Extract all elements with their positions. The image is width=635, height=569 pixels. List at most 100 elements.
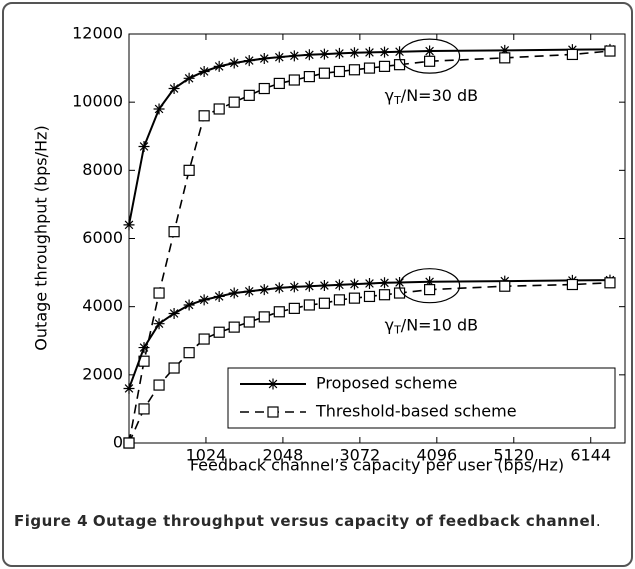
x-tick-label: 3072 bbox=[340, 446, 381, 465]
marker-square bbox=[333, 294, 346, 306]
marker-square bbox=[604, 277, 616, 289]
marker-square bbox=[303, 299, 315, 311]
marker-square bbox=[183, 347, 195, 359]
marker-star bbox=[288, 50, 300, 62]
marker-square bbox=[363, 62, 376, 74]
x-tick-label: 5120 bbox=[493, 446, 534, 465]
marker-square bbox=[318, 67, 330, 79]
annotation-symbol: γ bbox=[385, 315, 394, 334]
marker-star bbox=[273, 51, 285, 63]
marker-star bbox=[183, 72, 195, 84]
marker-star bbox=[258, 53, 270, 65]
marker-star bbox=[153, 318, 165, 330]
marker-star bbox=[379, 277, 391, 289]
annotation: γT/N=30 dB bbox=[385, 86, 479, 108]
marker-square bbox=[566, 278, 578, 291]
marker-star bbox=[303, 49, 315, 61]
marker-square bbox=[138, 403, 150, 415]
marker-square bbox=[378, 60, 391, 72]
legend-label: Threshold-based scheme bbox=[315, 402, 517, 421]
marker-square bbox=[424, 55, 436, 67]
marker-square bbox=[348, 292, 361, 304]
x-axis-label: Feedback channel’s capacity per user (bp… bbox=[190, 456, 564, 475]
marker-square bbox=[123, 437, 135, 449]
legend-label: Proposed scheme bbox=[316, 374, 457, 393]
marker-square bbox=[566, 48, 578, 61]
marker-star bbox=[213, 60, 225, 72]
marker-star bbox=[288, 281, 300, 293]
marker-square bbox=[333, 65, 346, 78]
caption-text: Outage throughput versus capacity of fee… bbox=[92, 512, 596, 530]
annotation-symbol: γ bbox=[385, 86, 394, 105]
marker-square bbox=[168, 226, 180, 238]
marker-star bbox=[424, 45, 436, 57]
x-tick-label: 2048 bbox=[263, 446, 304, 465]
marker-square bbox=[258, 311, 270, 323]
x-tick-label: 6144 bbox=[570, 446, 611, 465]
marker-star bbox=[228, 57, 240, 69]
marker-square bbox=[303, 71, 315, 83]
marker-square bbox=[499, 52, 511, 64]
marker-star bbox=[123, 219, 135, 231]
marker-star bbox=[333, 279, 345, 291]
marker-star bbox=[258, 284, 270, 296]
marker-square bbox=[267, 406, 279, 418]
marker-square bbox=[378, 289, 391, 301]
marker-star bbox=[243, 285, 255, 297]
marker-square bbox=[243, 89, 255, 101]
marker-square bbox=[243, 316, 255, 328]
y-axis-label: Outage throughput (bps/Hz) bbox=[32, 125, 51, 350]
caption-label: Figure 4 bbox=[14, 512, 89, 530]
marker-star bbox=[273, 282, 285, 294]
y-tick-label: 4000 bbox=[82, 296, 123, 315]
marker-star bbox=[198, 65, 210, 77]
marker-square bbox=[258, 82, 270, 95]
marker-star bbox=[303, 280, 315, 292]
marker-square bbox=[273, 77, 285, 90]
marker-square bbox=[228, 96, 240, 108]
marker-square bbox=[198, 110, 210, 122]
marker-star bbox=[424, 276, 436, 288]
annotation-subscript: T bbox=[393, 94, 401, 107]
marker-star bbox=[123, 382, 135, 394]
marker-star bbox=[379, 46, 391, 58]
y-tick-label: 2000 bbox=[82, 364, 123, 383]
marker-star bbox=[168, 307, 180, 319]
y-tick-label: 8000 bbox=[82, 160, 123, 179]
y-tick-label: 10000 bbox=[72, 92, 123, 111]
marker-square bbox=[499, 280, 511, 292]
marker-star bbox=[363, 277, 375, 289]
series-line bbox=[128, 50, 611, 444]
marker-square bbox=[168, 362, 180, 374]
marker-square bbox=[363, 290, 376, 303]
marker-star bbox=[348, 47, 360, 59]
marker-star bbox=[213, 290, 225, 302]
marker-square bbox=[153, 379, 165, 391]
marker-square bbox=[288, 74, 300, 86]
marker-square bbox=[424, 284, 436, 296]
marker-square bbox=[153, 287, 165, 299]
marker-square bbox=[213, 103, 225, 115]
marker-square bbox=[604, 45, 616, 57]
marker-star bbox=[318, 48, 330, 60]
marker-star bbox=[243, 55, 255, 67]
marker-square bbox=[348, 64, 361, 76]
annotation-subscript: T bbox=[393, 324, 401, 337]
marker-square bbox=[318, 297, 330, 309]
marker-star bbox=[138, 140, 150, 152]
marker-star bbox=[228, 287, 240, 299]
annotation-ellipse bbox=[399, 38, 461, 74]
marker-star bbox=[333, 47, 345, 59]
marker-star bbox=[153, 103, 165, 115]
caption-end: . bbox=[595, 512, 601, 530]
marker-star bbox=[138, 342, 150, 354]
series-line bbox=[128, 48, 610, 226]
marker-square bbox=[393, 59, 406, 71]
annotation-ellipse bbox=[399, 268, 461, 304]
marker-square bbox=[228, 321, 240, 333]
marker-square bbox=[213, 326, 225, 338]
marker-star bbox=[499, 44, 511, 56]
chart: Feedback channel’s capacity per user (bp… bbox=[32, 24, 626, 475]
